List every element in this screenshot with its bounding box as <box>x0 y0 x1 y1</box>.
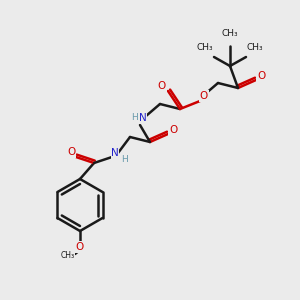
Text: CH₃: CH₃ <box>197 44 213 52</box>
Text: O: O <box>169 125 177 135</box>
Text: N: N <box>139 113 147 123</box>
Text: CH₃: CH₃ <box>247 44 263 52</box>
Text: O: O <box>257 71 265 81</box>
Text: O: O <box>158 81 166 91</box>
Text: H: H <box>130 113 137 122</box>
Text: N: N <box>111 148 119 158</box>
Text: H: H <box>122 154 128 164</box>
Text: O: O <box>200 91 208 101</box>
Text: CH₃: CH₃ <box>222 29 238 38</box>
Text: O: O <box>67 147 75 157</box>
Text: CH₃: CH₃ <box>61 250 75 260</box>
Text: O: O <box>76 242 84 252</box>
